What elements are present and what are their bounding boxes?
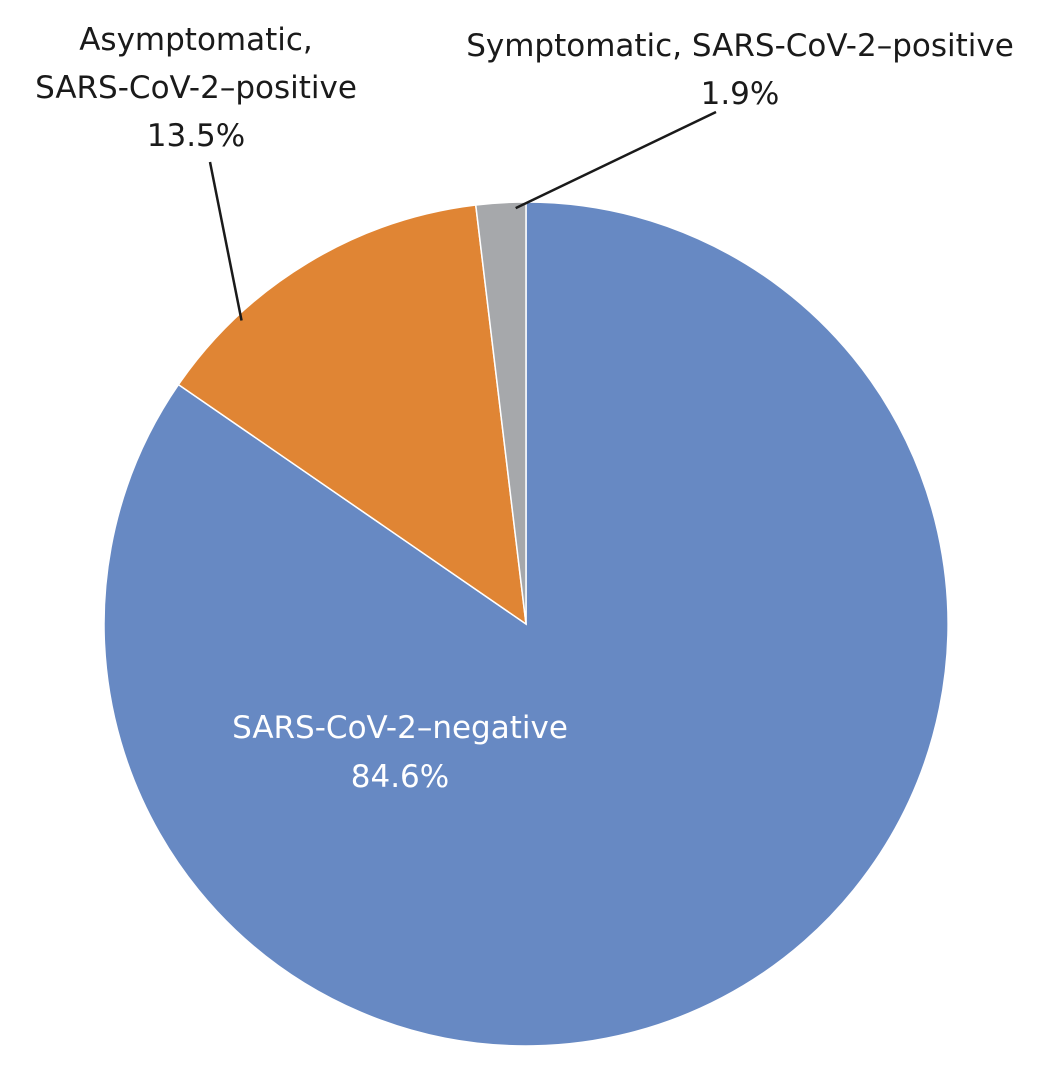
slice-label-symptomatic-line1: Symptomatic, SARS-CoV-2–positive [466,28,1014,64]
leader-line-symptomatic [515,110,717,210]
slice-value-asymptomatic: 13.5% [147,118,245,154]
slice-label-asymptomatic-line1: Asymptomatic, [79,22,313,58]
slice-value-negative: 84.6% [351,759,449,795]
slice-label-asymptomatic-line2: SARS-CoV-2–positive [35,70,357,106]
slice-asymptomatic [177,204,527,626]
slice-value-symptomatic: 1.9% [701,76,780,112]
slices-layer [103,201,949,1047]
leader-lines-layer [208,110,717,321]
leader-line-asymptomatic [208,161,243,321]
slice-label-negative-line1: SARS-CoV-2–negative [232,710,568,746]
